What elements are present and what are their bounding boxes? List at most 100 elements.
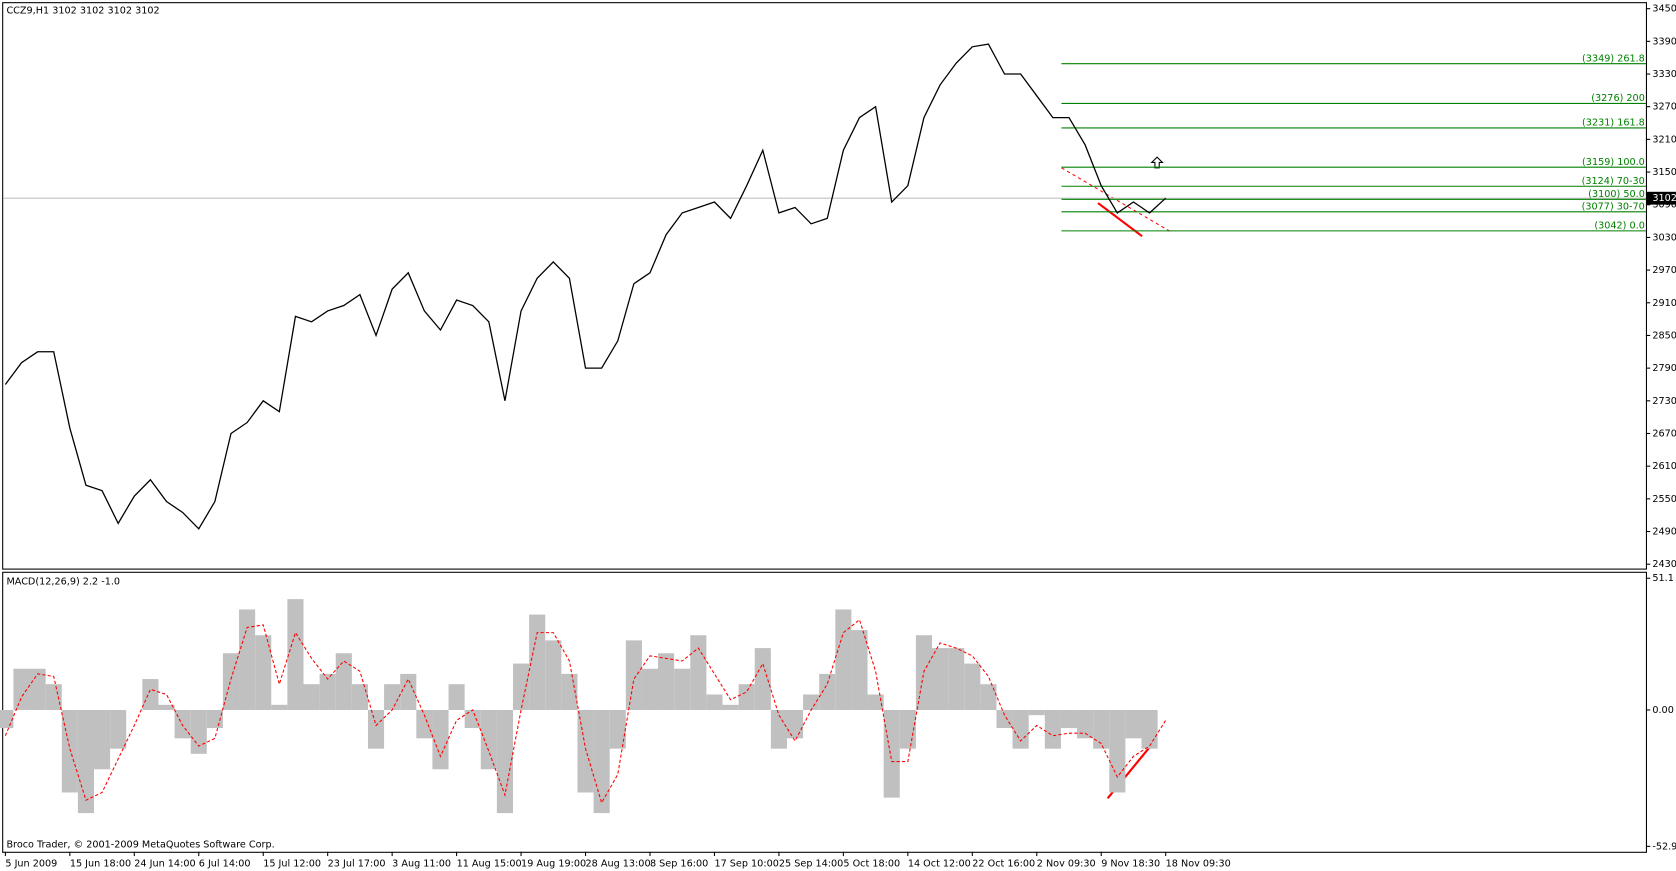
macd-bar bbox=[948, 648, 965, 710]
macd-bar bbox=[593, 709, 610, 814]
macd-bar bbox=[255, 635, 272, 710]
y-tick-label: 2490 bbox=[1652, 527, 1676, 538]
x-tick-label: 18 Nov 09:30 bbox=[1166, 859, 1231, 870]
macd-bar bbox=[142, 679, 159, 710]
macd-bar bbox=[110, 709, 127, 749]
macd-bar bbox=[964, 663, 981, 710]
macd-bar bbox=[529, 614, 546, 710]
macd-bar bbox=[577, 709, 594, 793]
y-tick-label: 3150 bbox=[1652, 167, 1676, 178]
macd-bar bbox=[351, 684, 368, 710]
y-tick-label: 2610 bbox=[1652, 461, 1676, 472]
macd-bar bbox=[367, 709, 385, 749]
macd-bar bbox=[770, 709, 787, 749]
macd-bar bbox=[722, 704, 739, 710]
fib-label: (3077) 30-70 bbox=[1582, 201, 1645, 212]
up-arrow bbox=[1150, 156, 1164, 169]
y-tick-label: 3330 bbox=[1652, 69, 1676, 80]
macd-bar bbox=[1125, 709, 1142, 739]
macd-bar bbox=[400, 673, 417, 710]
credit: Broco Trader, © 2001-2009 MetaQuotes Sof… bbox=[6, 839, 274, 850]
y-tick-label: 3270 bbox=[1652, 102, 1676, 113]
macd-bar bbox=[29, 668, 46, 710]
fib-label: (3100) 50.0 bbox=[1588, 189, 1645, 200]
macd-bar bbox=[319, 673, 336, 710]
y-tick-label: 3390 bbox=[1652, 36, 1676, 47]
macd-bar bbox=[94, 709, 111, 770]
x-tick-label: 19 Aug 19:00 bbox=[521, 859, 586, 870]
macd-bar bbox=[786, 709, 804, 739]
x-tick-label: 11 Aug 15:00 bbox=[457, 859, 522, 870]
macd-bar bbox=[448, 684, 465, 710]
macd-bar bbox=[158, 704, 175, 710]
y-tick-label: 2850 bbox=[1652, 330, 1676, 341]
macd-bar bbox=[1060, 709, 1078, 729]
macd-bar bbox=[432, 709, 449, 770]
y-tick-label: 3210 bbox=[1652, 134, 1676, 145]
fib-label: (3349) 261.8 bbox=[1582, 53, 1645, 64]
y-tick-label: 2670 bbox=[1652, 428, 1676, 439]
macd-bar bbox=[190, 709, 207, 754]
price-line bbox=[4, 43, 1167, 530]
x-tick-label: 2 Nov 09:30 bbox=[1037, 859, 1096, 870]
fib-label: (3231) 161.8 bbox=[1582, 118, 1645, 129]
macd-bar bbox=[996, 709, 1013, 729]
x-tick-label: 17 Sep 10:00 bbox=[714, 859, 778, 870]
macd-bar bbox=[416, 709, 433, 739]
macd-bar bbox=[1093, 709, 1110, 749]
macd-bar bbox=[1109, 709, 1126, 793]
macd-bar bbox=[641, 668, 659, 710]
current-price-box bbox=[1646, 191, 1676, 205]
fib-label: (3276) 200 bbox=[1591, 93, 1645, 104]
macd-bar bbox=[271, 704, 288, 710]
macd-bar bbox=[174, 709, 191, 739]
macd-bar bbox=[239, 609, 256, 710]
y-tick-label: 2550 bbox=[1652, 494, 1676, 505]
x-tick-label: 24 Jun 14:00 bbox=[134, 859, 195, 870]
y-tick-label: 3450 bbox=[1652, 4, 1676, 15]
macd-bar bbox=[690, 635, 707, 710]
macd-bar bbox=[819, 673, 836, 710]
macd-bar bbox=[464, 709, 481, 729]
macd-bar bbox=[561, 673, 578, 710]
y-tick-label: 3090 bbox=[1652, 200, 1676, 211]
macd-bar bbox=[658, 653, 675, 710]
y-tick-label: 2430 bbox=[1652, 559, 1676, 570]
macd-bar bbox=[1141, 709, 1158, 749]
y-tick-label: 2790 bbox=[1652, 363, 1676, 374]
macd-bar bbox=[851, 630, 868, 710]
fib-label: (3124) 70-30 bbox=[1582, 176, 1645, 187]
fib-label: (3159) 100.0 bbox=[1582, 157, 1645, 168]
macd-bar bbox=[803, 694, 820, 710]
macd-bar bbox=[480, 709, 497, 770]
trend-line bbox=[1061, 167, 1172, 233]
macd-bar bbox=[674, 668, 691, 710]
macd-bar bbox=[0, 709, 14, 729]
macd-bar bbox=[1044, 709, 1061, 749]
signal-line bbox=[4, 618, 1167, 805]
y-tick-label: 51.1 bbox=[1652, 573, 1673, 584]
macd-bar bbox=[513, 663, 530, 710]
macd-bar bbox=[545, 640, 562, 710]
macd-bar bbox=[303, 684, 320, 710]
x-tick-label: 9 Nov 18:30 bbox=[1101, 859, 1160, 870]
macd-bar bbox=[932, 648, 949, 710]
macd-bar bbox=[61, 709, 78, 793]
x-tick-label: 23 Jul 17:00 bbox=[328, 859, 386, 870]
macd-bar bbox=[384, 684, 401, 710]
x-tick-label: 14 Oct 12:00 bbox=[908, 859, 971, 870]
macd-bar bbox=[1028, 709, 1045, 716]
price-title: CCZ9,H1 3102 3102 3102 3102 bbox=[6, 6, 159, 17]
macd-bar bbox=[335, 653, 352, 710]
x-tick-label: 25 Sep 14:00 bbox=[779, 859, 843, 870]
y-tick-label: 2730 bbox=[1652, 396, 1676, 407]
y-tick-label: 2970 bbox=[1652, 265, 1676, 276]
x-tick-label: 3 Aug 11:00 bbox=[392, 859, 451, 870]
macd-bar bbox=[754, 648, 771, 710]
macd-title: MACD(12,26,9) 2.2 -1.0 bbox=[6, 576, 120, 587]
x-tick-label: 6 Jul 14:00 bbox=[199, 859, 251, 870]
fib-label: (3042) 0.0 bbox=[1594, 221, 1645, 232]
